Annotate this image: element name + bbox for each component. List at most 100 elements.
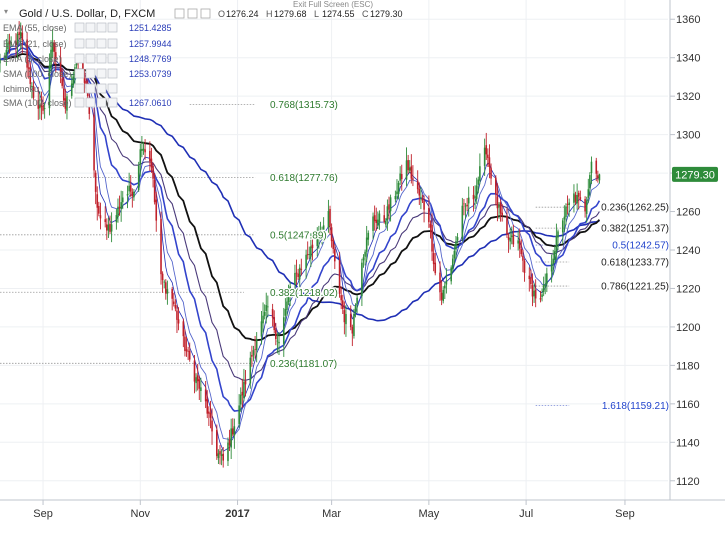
candle-body [165,282,167,294]
candle-body [230,428,232,448]
more-icon[interactable] [96,97,107,108]
close-icon[interactable] [107,97,118,108]
candle-body [161,273,164,281]
candle [254,336,256,359]
candle-body [330,227,333,242]
settings-icon[interactable] [85,53,96,64]
candle-body [21,32,24,41]
candle-body [475,185,478,199]
candle [106,218,108,240]
candle-body [378,213,381,223]
candle-body [332,239,335,249]
more-icon[interactable] [96,38,107,49]
candle-body [294,272,296,285]
fib-label: 0.5(1247.89) [270,230,327,241]
candle [341,294,344,315]
candle [397,180,400,200]
candle [510,226,513,245]
candle-body [372,216,374,231]
candle-body [198,379,201,389]
candle [308,246,311,259]
candle [267,295,269,318]
candle [421,194,424,203]
candle [206,390,209,419]
candle [528,267,531,292]
eye-icon[interactable] [74,97,85,108]
settings-icon[interactable] [187,8,198,19]
candle [8,33,11,54]
candle [456,233,459,244]
candle [70,73,73,99]
eye-icon[interactable] [174,8,185,19]
candle [496,183,499,222]
candle [144,139,146,160]
candle [263,304,266,320]
candle-body [131,191,134,196]
candle-body [490,167,492,179]
settings-icon[interactable] [85,38,96,49]
candle [27,59,30,79]
candle-body [27,67,30,69]
time-scale[interactable]: Sep Nov 2017 Mar May Jul Sep [33,500,635,520]
settings-icon[interactable] [85,22,96,33]
candle [367,230,370,246]
candle [530,269,532,289]
candle [98,201,100,217]
candle [499,199,502,222]
more-icon[interactable] [96,83,107,94]
price-scale[interactable]: 1360134013201300128012601240122012001180… [670,14,700,488]
price-tick-label: 1120 [676,476,700,488]
more-icon[interactable] [96,22,107,33]
eye-icon[interactable] [74,53,85,64]
candle [93,107,95,178]
candle-body [456,237,459,241]
legend-row: EMA (5, close) 1248.7769 [3,53,172,64]
candle [329,205,331,235]
settings-icon[interactable] [85,83,96,94]
close-icon[interactable] [107,68,118,79]
legend-label: SMA (100, close) [3,69,72,79]
time-tick-label: 2017 [225,508,249,520]
candle-body [520,249,523,255]
candle-body [485,145,488,155]
candle [193,355,196,394]
candle-body [383,215,386,222]
candle-body [428,207,430,223]
candle-body [512,234,515,245]
candle-body [298,267,301,280]
ohlc-readout: O 1276.24 H 1279.68 L 1274.55 C 1279.30 [218,9,403,19]
candle-body [241,391,244,396]
header-action-buttons[interactable] [174,8,211,19]
settings-icon[interactable] [85,68,96,79]
candle-body [394,196,397,200]
candle-body [85,81,87,84]
close-icon[interactable] [107,83,118,94]
eye-icon[interactable] [74,83,85,94]
candle-body [400,174,403,180]
settings-icon[interactable] [85,97,96,108]
candle-body [389,197,392,212]
candle [587,178,590,203]
close-icon[interactable] [107,22,118,33]
close-icon[interactable] [107,53,118,64]
candle-body [349,313,352,328]
candle-body [429,223,432,228]
candle-body [233,426,236,436]
candle-body [70,83,73,96]
collapse-chevron-icon[interactable]: ▾ [4,7,8,16]
more-icon[interactable] [96,68,107,79]
candle [222,446,224,468]
exit-fullscreen-hint[interactable]: Exit Full Screen (ESC) [293,0,373,9]
candle [231,418,234,437]
close-icon[interactable] [107,38,118,49]
candle [176,304,178,334]
candle-body [239,394,242,405]
eye-icon[interactable] [74,68,85,79]
eye-icon[interactable] [74,38,85,49]
eye-icon[interactable] [74,22,85,33]
close-icon[interactable] [200,8,211,19]
more-icon[interactable] [96,53,107,64]
candle [163,279,166,289]
candle [260,310,263,345]
